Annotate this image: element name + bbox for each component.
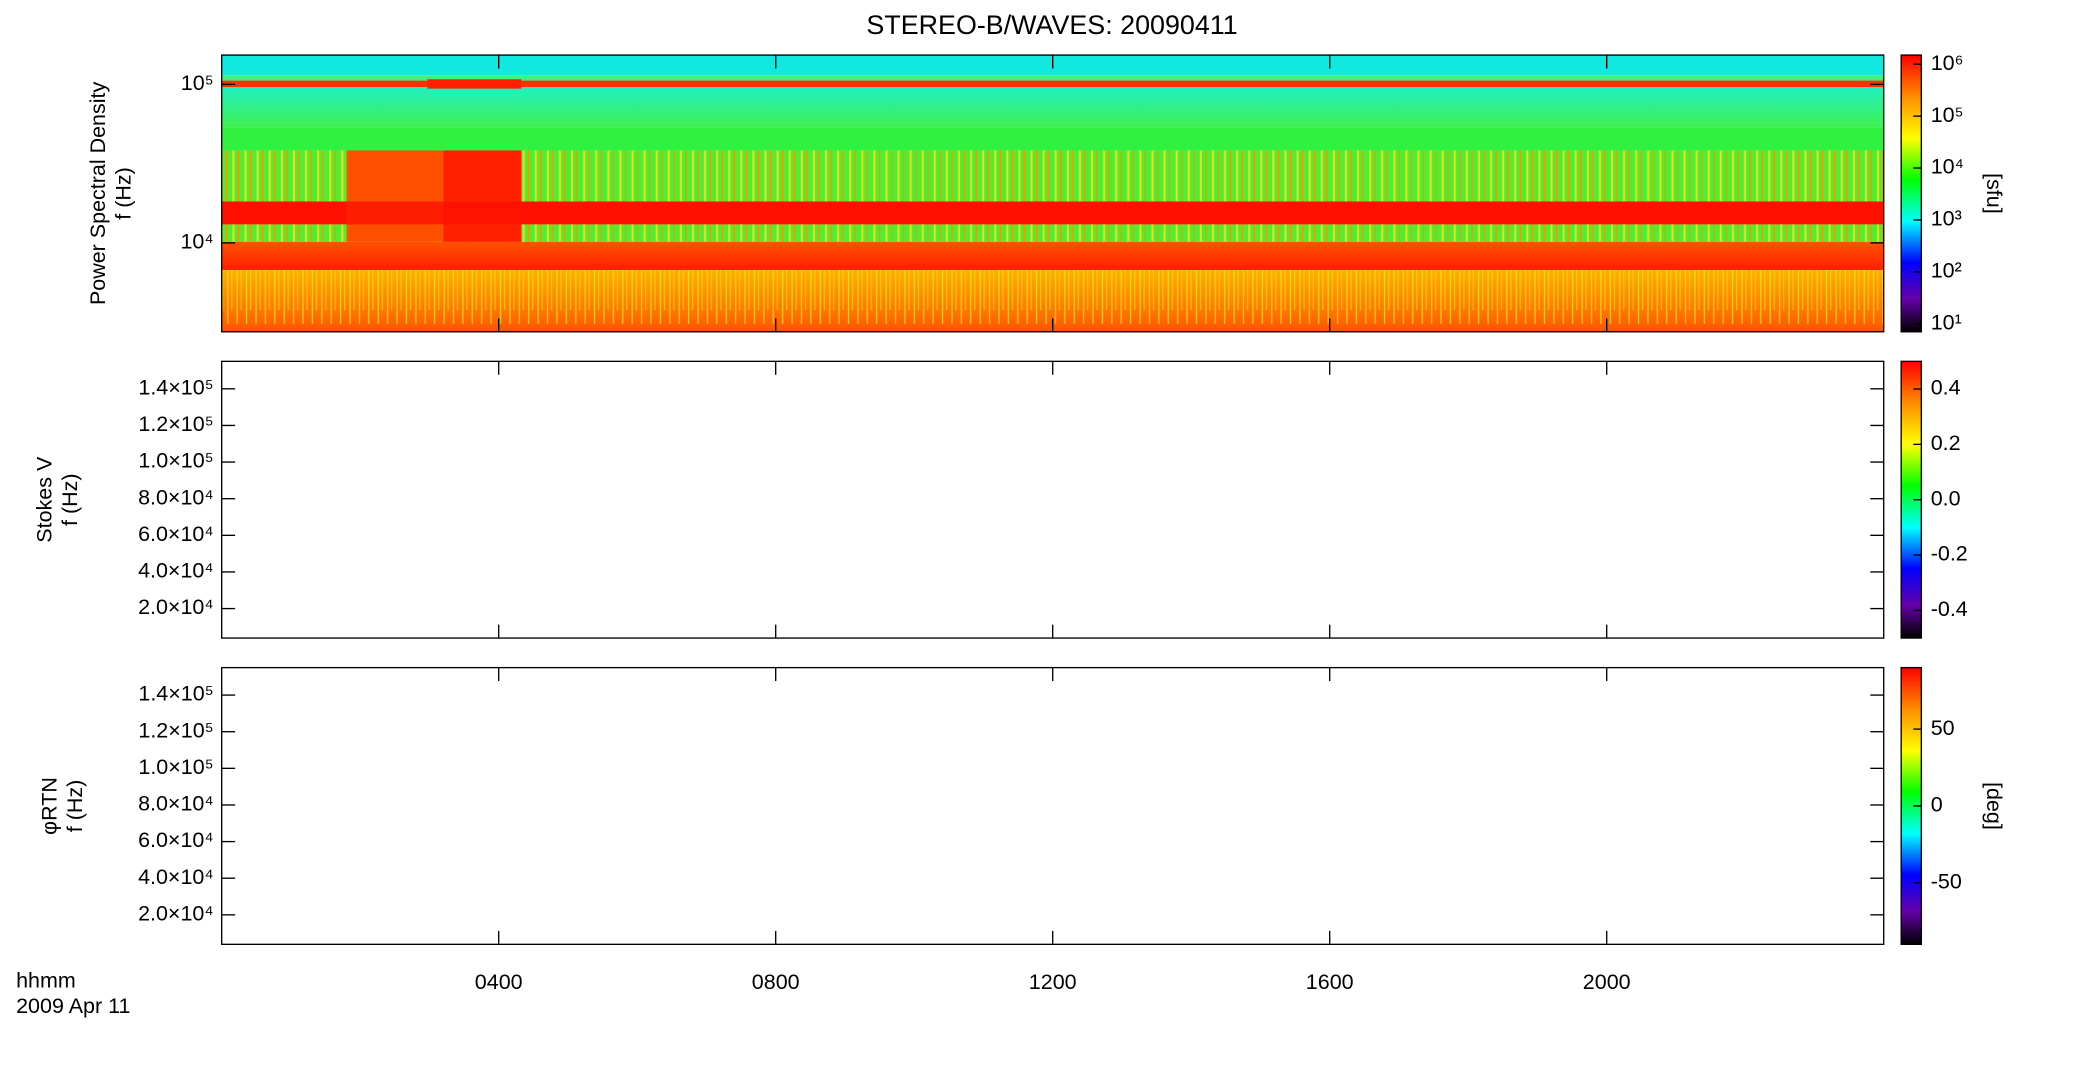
colorbar-tick-label: 10² <box>1931 259 1962 283</box>
y-axis-label: Power Spectral Density <box>86 82 110 306</box>
colorbar-label: [deg] <box>1982 782 2006 830</box>
y-axis-label: f (Hz) <box>58 473 82 526</box>
colorbar-tick-label: 0.2 <box>1931 431 1961 455</box>
colorbar-tick-label: -50 <box>1931 870 1962 894</box>
colorbar-tick-label: 10⁴ <box>1931 155 1964 179</box>
y-tick-label: 8.0×10⁴ <box>138 485 214 509</box>
colorbar-tick-label: 50 <box>1931 716 1955 740</box>
colorbar-tick-label: 0 <box>1931 793 1943 817</box>
y-tick-label: 2.0×10⁴ <box>138 595 214 619</box>
colorbar-tick-label: -0.2 <box>1931 542 1968 566</box>
y-axis-label: f (Hz) <box>63 780 87 833</box>
y-tick-label: 2.0×10⁴ <box>138 902 214 926</box>
y-tick-label: 4.0×10⁴ <box>138 559 214 583</box>
y-tick-label: 1.0×10⁵ <box>138 755 213 779</box>
y-tick-label: 10⁴ <box>180 230 213 254</box>
y-tick-label: 1.2×10⁵ <box>138 718 213 742</box>
x-axis-label: hhmm <box>16 969 76 993</box>
colorbar <box>1900 54 1923 333</box>
y-axis-label: f (Hz) <box>112 167 136 220</box>
plot-frame <box>221 666 1885 945</box>
y-tick-label: 1.4×10⁵ <box>138 682 213 706</box>
colorbar-tick-label: 10¹ <box>1931 310 1962 334</box>
colorbar-tick-label: 0.4 <box>1931 376 1961 400</box>
y-tick-label: 6.0×10⁴ <box>138 522 214 546</box>
x-tick-label: 0400 <box>475 970 523 994</box>
y-tick-label: 1.4×10⁵ <box>138 375 213 399</box>
colorbar-tick-label: 0.0 <box>1931 486 1961 510</box>
y-tick-label: 1.0×10⁵ <box>138 449 213 473</box>
y-tick-label: 6.0×10⁴ <box>138 828 214 852</box>
y-tick-label: 4.0×10⁴ <box>138 865 214 889</box>
chart-title: STEREO-B/WAVES: 20090411 <box>866 10 1237 40</box>
y-tick-label: 1.2×10⁵ <box>138 412 213 436</box>
colorbar-label: [sfu] <box>1982 173 2006 214</box>
colorbar-tick-label: 10³ <box>1931 207 1962 231</box>
y-tick-label: 10⁵ <box>181 71 214 95</box>
colorbar-tick-label: -0.4 <box>1931 597 1968 621</box>
date-label: 2009 Apr 11 <box>16 994 130 1018</box>
y-tick-label: 8.0×10⁴ <box>138 792 214 816</box>
colorbar-tick-label: 10⁶ <box>1931 51 1964 75</box>
plot-frame <box>221 360 1885 639</box>
spectrogram-image <box>221 55 1884 332</box>
x-tick-label: 2000 <box>1583 970 1631 994</box>
colorbar-tick-label: 10⁵ <box>1931 103 1964 127</box>
y-axis-label: Stokes V <box>32 456 56 543</box>
x-tick-label: 1200 <box>1029 970 1077 994</box>
x-tick-label: 0800 <box>752 970 800 994</box>
y-axis-label: φRTN <box>38 777 62 835</box>
x-tick-label: 1600 <box>1306 970 1354 994</box>
